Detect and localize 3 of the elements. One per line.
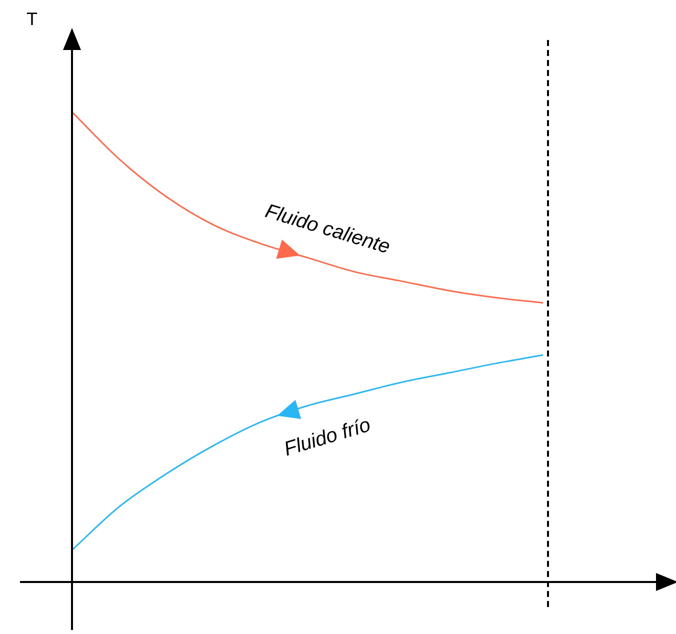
text: Fluido caliente bbox=[262, 200, 393, 258]
y-axis-title: T bbox=[26, 8, 38, 29]
legend-label: Fluido frío bbox=[282, 414, 374, 461]
